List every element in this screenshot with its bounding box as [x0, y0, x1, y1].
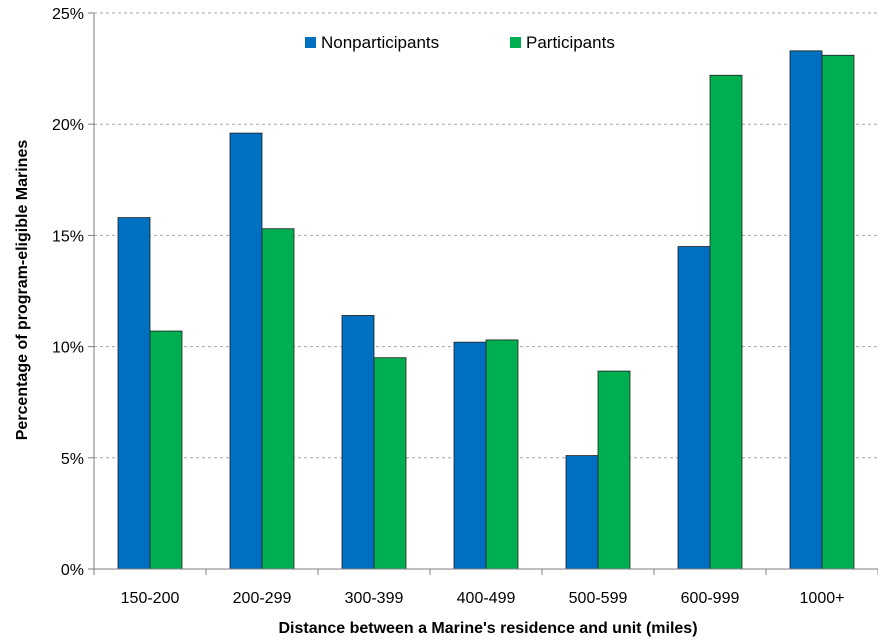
bar-participants-150-200	[149, 330, 183, 570]
legend-label-nonparticipants: Nonparticipants	[321, 33, 439, 52]
bar-participants-500-599	[597, 370, 631, 570]
legend: Nonparticipants Participants	[305, 33, 615, 52]
x-tick-labels: 150-200 200-299 300-399 400-499 500-599 600-9…	[121, 590, 845, 607]
x-tick-label-6: 1000+	[800, 590, 845, 607]
x-tick-label-1: 200-299	[233, 590, 292, 607]
bar-nonparticipants-600-999	[677, 246, 711, 570]
y-tick-label-5: 25%	[52, 6, 84, 23]
x-tick-label-2: 300-399	[345, 590, 404, 607]
x-tick-label-4: 500-599	[569, 590, 628, 607]
legend-swatch-participants	[510, 37, 521, 48]
y-tick-label-0: 0%	[61, 562, 84, 579]
bar-participants-300-399	[373, 357, 407, 570]
axes	[88, 12, 878, 575]
bar-nonparticipants-150-200	[117, 217, 151, 570]
x-tick-label-5: 600-999	[681, 590, 740, 607]
legend-label-participants: Participants	[526, 33, 615, 52]
x-tick-label-0: 150-200	[121, 590, 180, 607]
y-tick-label-2: 10%	[52, 340, 84, 357]
bar-nonparticipants-200-299	[229, 132, 263, 570]
bar-nonparticipants-1000+	[789, 50, 823, 570]
y-tick-label-3: 15%	[52, 228, 84, 245]
bar-participants-600-999	[709, 74, 743, 570]
y-tick-label-4: 20%	[52, 117, 84, 134]
bars	[117, 50, 855, 570]
bar-nonparticipants-400-499	[453, 341, 487, 570]
x-axis-title: Distance between a Marine's residence an…	[278, 620, 697, 637]
x-tick-label-3: 400-499	[457, 590, 516, 607]
bar-nonparticipants-500-599	[565, 455, 599, 570]
legend-swatch-nonparticipants	[305, 37, 316, 48]
y-axis-title: Percentage of program-eligible Marines	[14, 140, 31, 441]
bar-participants-200-299	[261, 228, 295, 570]
bar-participants-1000+	[821, 54, 855, 570]
y-tick-labels: 0% 5% 10% 15% 20% 25%	[52, 6, 84, 579]
bar-nonparticipants-300-399	[341, 315, 375, 570]
y-tick-label-1: 5%	[61, 451, 84, 468]
bar-participants-400-499	[485, 339, 519, 570]
